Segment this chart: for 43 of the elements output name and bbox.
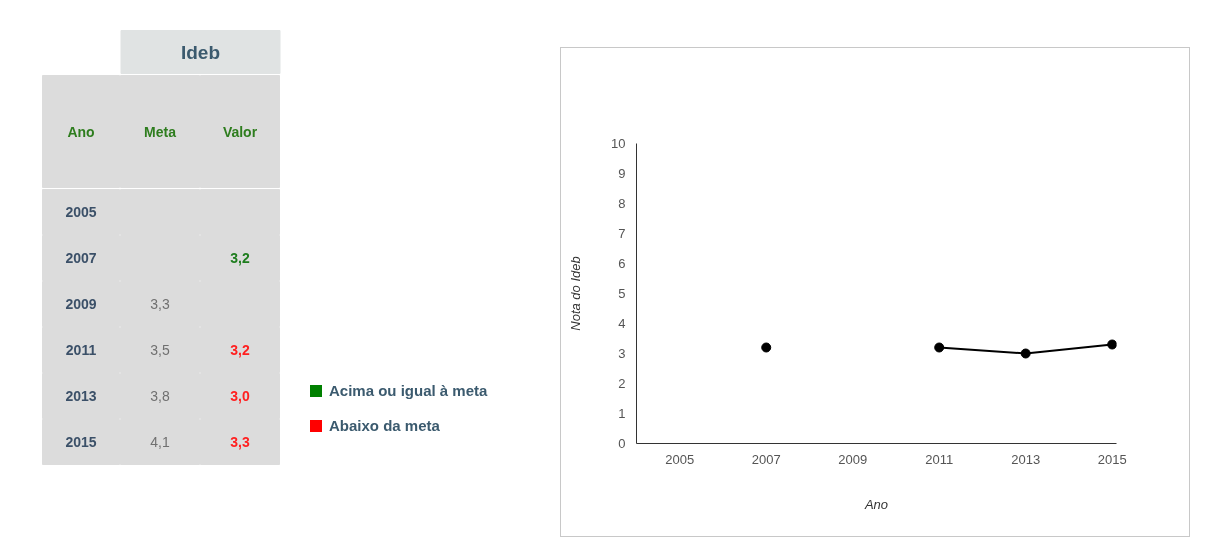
point: [1107, 339, 1117, 350]
x-tick-label: 2015: [1097, 451, 1127, 467]
data-label: 3,3: [230, 434, 250, 450]
x-tick-label: Meta: [144, 123, 177, 140]
y-tick-label: 2007: [65, 250, 97, 266]
y-tick-label: 6: [618, 256, 626, 271]
y-tick-label: 7: [618, 226, 626, 241]
point: [761, 342, 772, 353]
y-tick-label: 0: [618, 436, 626, 451]
point: [934, 342, 945, 353]
data-label: 3,2: [230, 250, 250, 266]
x-tick-label: 2007: [751, 451, 781, 467]
y-tick-label: 2013: [65, 388, 97, 404]
y-tick-label: 2: [618, 376, 626, 391]
point: [1020, 348, 1031, 359]
x-tick-label: 2009: [838, 451, 868, 467]
data-label: 3,5: [150, 342, 170, 358]
y-tick-label: 3: [618, 346, 626, 361]
chart-title: Ideb: [180, 41, 221, 63]
y-tick-label: 2009: [65, 296, 97, 312]
y-tick-label: 1: [618, 406, 626, 421]
y-tick-label: 2015: [65, 434, 97, 450]
y-tick-label: 4: [618, 316, 626, 331]
text: Abaixo da meta: [329, 417, 440, 435]
data-label: 3,3: [150, 296, 170, 312]
data-label: 3,8: [150, 388, 170, 404]
y-axis-title: Nota do Ideb: [568, 256, 584, 331]
y-tick-label: 9: [618, 166, 626, 181]
y-axis-title: Ano: [67, 123, 95, 140]
x-tick-label: 2011: [925, 451, 954, 467]
text: Acima ou igual à meta: [329, 382, 488, 399]
data-label: 4,1: [150, 434, 170, 450]
x-tick-label: 2005: [665, 451, 695, 467]
x-tick-label: Valor: [222, 123, 258, 140]
x-tick-label: 2013: [1011, 451, 1041, 467]
y-tick-label: 5: [618, 286, 626, 301]
y-tick-label: 2011: [65, 342, 97, 358]
y-tick-label: 8: [618, 196, 626, 211]
data-label: 3,2: [230, 342, 250, 358]
y-tick-label: 10: [611, 136, 626, 151]
data-label: 3,0: [230, 388, 250, 404]
x-axis-title: Ano: [863, 496, 889, 512]
y-tick-label: 2005: [65, 204, 97, 220]
